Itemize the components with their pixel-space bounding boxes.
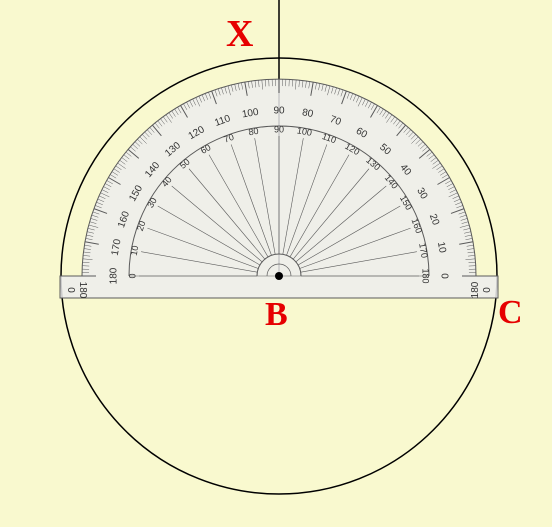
svg-text:180: 180 — [421, 268, 431, 283]
svg-text:10: 10 — [129, 245, 141, 257]
svg-text:0: 0 — [65, 287, 76, 293]
svg-text:180: 180 — [109, 267, 120, 284]
svg-text:90: 90 — [274, 124, 284, 134]
diagram-canvas: 0180101702016030150401405013060120701108… — [0, 0, 552, 527]
point-label-b: B — [265, 296, 288, 334]
svg-text:180: 180 — [77, 282, 88, 299]
svg-text:0: 0 — [438, 273, 449, 279]
diagram-svg: 0180101702016030150401405013060120701108… — [0, 0, 552, 527]
center-dot — [275, 272, 283, 280]
svg-text:0: 0 — [482, 287, 493, 293]
svg-text:90: 90 — [273, 106, 285, 117]
svg-text:80: 80 — [248, 126, 260, 138]
point-label-x: X — [226, 12, 253, 56]
svg-text:180: 180 — [470, 281, 481, 298]
point-label-c: C — [498, 294, 523, 332]
svg-text:0: 0 — [127, 273, 137, 278]
